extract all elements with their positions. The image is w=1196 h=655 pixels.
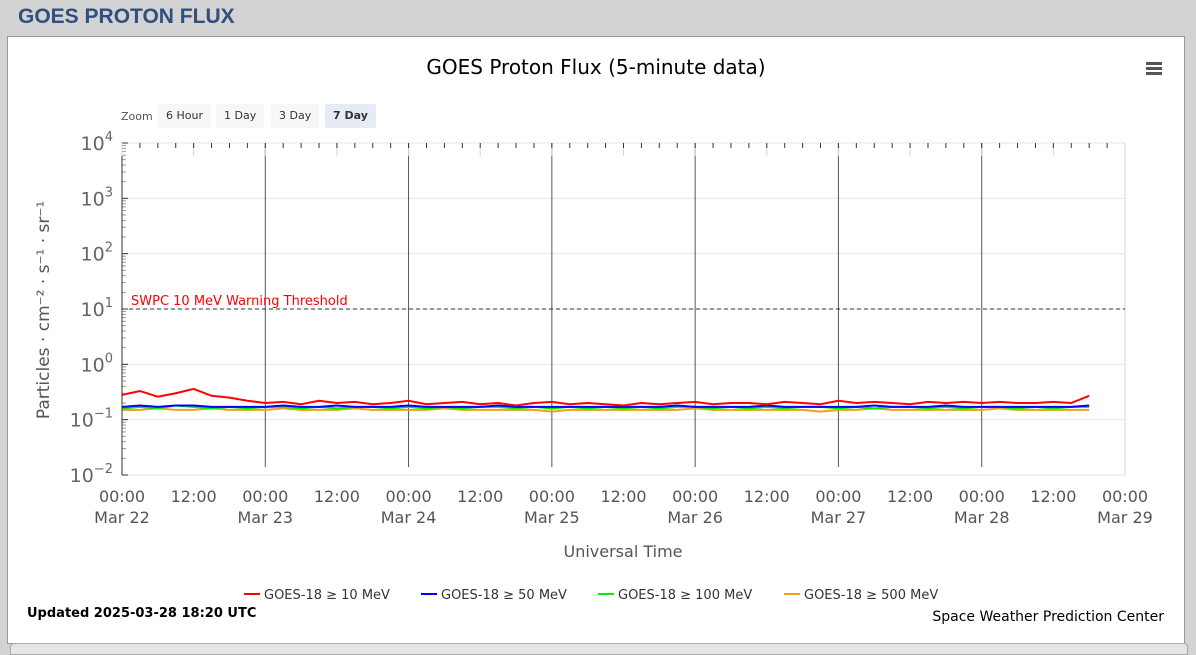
x-tick-time: 00:00 bbox=[386, 487, 432, 506]
zoom-3-day-button[interactable]: 3 Day bbox=[271, 104, 320, 128]
x-tick-time: 00:00 bbox=[99, 487, 145, 506]
x-tick-time: 00:00 bbox=[1102, 487, 1148, 506]
chart-menu-icon[interactable] bbox=[1146, 62, 1162, 77]
y-tick-label: 103 bbox=[81, 185, 113, 210]
y-tick-exponent: −1 bbox=[94, 407, 113, 422]
legend-item: GOES-18 ≥ 100 MeV bbox=[618, 588, 752, 603]
y-tick-label: 10−1 bbox=[70, 407, 113, 432]
x-tick-date: Mar 26 bbox=[667, 508, 723, 527]
legend-item: GOES-18 ≥ 10 MeV bbox=[264, 588, 390, 603]
x-tick-date: Mar 28 bbox=[954, 508, 1010, 527]
x-tick-date: Mar 29 bbox=[1097, 508, 1153, 527]
y-tick-exponent: 4 bbox=[105, 130, 113, 145]
x-tick-date: Mar 25 bbox=[524, 508, 580, 527]
y-axis-title: Particles · cm⁻² · s⁻¹ · sr⁻¹ bbox=[34, 201, 54, 419]
threshold-label: SWPC 10 MeV Warning Threshold bbox=[131, 294, 348, 309]
y-tick-exponent: 3 bbox=[105, 185, 113, 200]
series-line-0 bbox=[121, 387, 1090, 407]
series-line-3 bbox=[122, 407, 1090, 413]
x-tick-time: 12:00 bbox=[171, 487, 217, 506]
x-axis-title: Universal Time bbox=[563, 542, 682, 561]
legend-item: GOES-18 ≥ 50 MeV bbox=[441, 588, 567, 603]
y-tick-exponent: −2 bbox=[94, 462, 113, 477]
x-tick-date: Mar 22 bbox=[94, 508, 150, 527]
x-tick-time: 12:00 bbox=[744, 487, 790, 506]
y-tick-base: 10 bbox=[81, 188, 105, 210]
y-tick-base: 10 bbox=[70, 465, 94, 487]
x-tick-time: 00:00 bbox=[672, 487, 718, 506]
x-tick-date: Mar 23 bbox=[237, 508, 293, 527]
legend-item: GOES-18 ≥ 500 MeV bbox=[804, 588, 938, 603]
zoom-7-day-button[interactable]: 7 Day bbox=[325, 104, 376, 128]
x-tick-date: Mar 24 bbox=[381, 508, 437, 527]
zoom-6-hour-button[interactable]: 6 Hour bbox=[158, 104, 211, 128]
y-tick-exponent: 0 bbox=[105, 351, 113, 366]
y-tick-base: 10 bbox=[81, 354, 105, 376]
credit-text: Space Weather Prediction Center bbox=[932, 609, 1164, 625]
y-tick-base: 10 bbox=[81, 133, 105, 155]
y-tick-base: 10 bbox=[81, 299, 105, 321]
x-tick-time: 12:00 bbox=[600, 487, 646, 506]
x-tick-time: 00:00 bbox=[242, 487, 288, 506]
y-tick-exponent: 1 bbox=[105, 296, 113, 311]
y-tick-label: 104 bbox=[81, 130, 113, 155]
y-tick-exponent: 2 bbox=[105, 241, 113, 256]
y-tick-base: 10 bbox=[70, 410, 94, 432]
x-tick-time: 12:00 bbox=[457, 487, 503, 506]
y-tick-label: 100 bbox=[81, 351, 113, 376]
y-tick-base: 10 bbox=[81, 244, 105, 266]
x-tick-time: 00:00 bbox=[529, 487, 575, 506]
x-tick-time: 12:00 bbox=[887, 487, 933, 506]
page-title: GOES PROTON FLUX bbox=[18, 5, 235, 28]
zoom-1-day-button[interactable]: 1 Day bbox=[216, 104, 265, 128]
y-tick-label: 10−2 bbox=[70, 462, 113, 487]
updated-timestamp: Updated 2025-03-28 18:20 UTC bbox=[27, 606, 256, 621]
x-tick-time: 12:00 bbox=[1030, 487, 1076, 506]
y-tick-label: 102 bbox=[81, 241, 113, 266]
x-tick-date: Mar 27 bbox=[811, 508, 867, 527]
x-tick-time: 12:00 bbox=[314, 487, 360, 506]
x-tick-time: 00:00 bbox=[815, 487, 861, 506]
y-tick-label: 101 bbox=[81, 296, 113, 321]
chart-panel bbox=[7, 36, 1185, 644]
x-tick-time: 00:00 bbox=[959, 487, 1005, 506]
series-line-1 bbox=[121, 404, 1090, 408]
zoom-label: Zoom bbox=[121, 110, 153, 123]
chart-title: GOES Proton Flux (5-minute data) bbox=[426, 55, 765, 79]
